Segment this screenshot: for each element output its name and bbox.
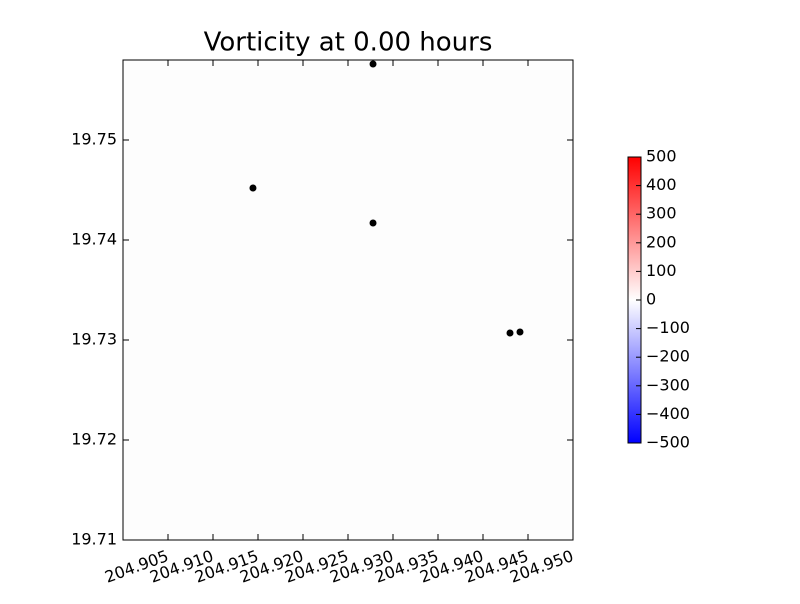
colorbar-tick-label: −200 <box>646 347 690 366</box>
point <box>506 329 514 337</box>
y-tick-label: 19.73 <box>71 330 117 349</box>
colorbar-tick-label: 500 <box>646 147 677 166</box>
colorbar-tick-label: −300 <box>646 375 690 394</box>
colorbar-tick-label: −400 <box>646 404 690 423</box>
colorbar-tick-label: 100 <box>646 261 677 280</box>
y-tick-label: 19.75 <box>71 130 117 149</box>
y-tick-label: 19.72 <box>71 430 117 449</box>
plot-area <box>122 59 574 541</box>
point <box>516 328 524 336</box>
colorbar-tick-label: 0 <box>646 290 656 309</box>
colorbar-tick-label: 200 <box>646 232 677 251</box>
colorbar-tick-label: −500 <box>646 433 690 452</box>
point <box>369 219 377 227</box>
point <box>369 60 377 68</box>
colorbar-tick-label: 300 <box>646 204 677 223</box>
colorbar-tick-label: 400 <box>646 175 677 194</box>
y-tick-label: 19.71 <box>71 530 117 549</box>
point <box>249 184 257 192</box>
chart-title: Vorticity at 0.00 hours <box>204 28 493 58</box>
colorbar-tick-label: −100 <box>646 318 690 337</box>
y-tick-label: 19.74 <box>71 230 117 249</box>
